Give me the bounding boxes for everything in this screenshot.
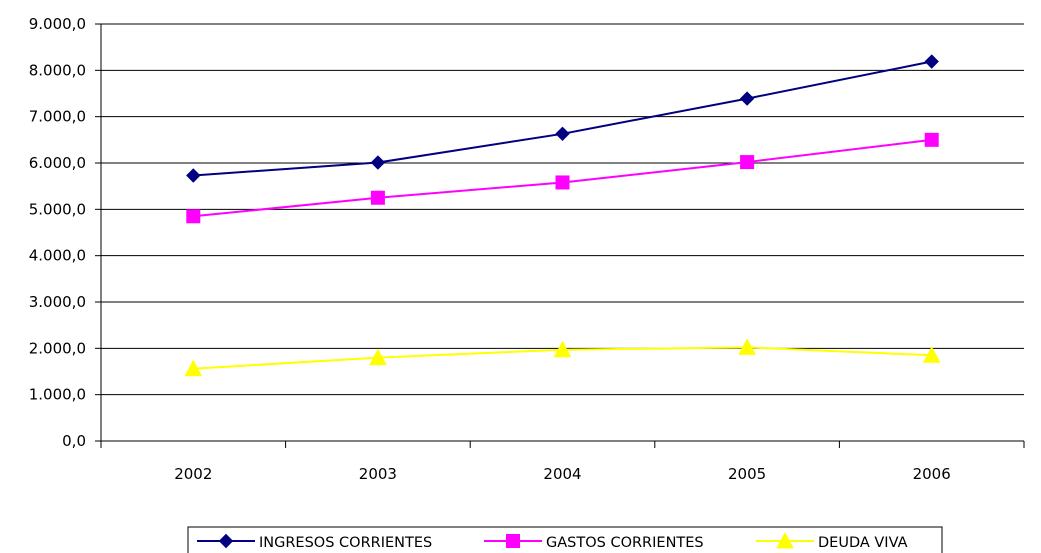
data-point <box>187 169 200 182</box>
data-point <box>741 92 754 105</box>
y-tick-label: 7.000,0 <box>29 108 86 126</box>
data-point <box>556 127 569 140</box>
y-tick-label: 4.000,0 <box>29 247 86 265</box>
y-tick-label: 1.000,0 <box>29 386 86 404</box>
data-point <box>741 156 754 169</box>
data-point <box>556 176 569 189</box>
y-tick-label: 0,0 <box>62 432 86 450</box>
gridlines <box>101 24 1024 395</box>
y-tick-label: 9.000,0 <box>29 15 86 33</box>
legend-label: DEUDA VIVA <box>818 535 908 551</box>
x-tick-label: 2003 <box>359 465 397 483</box>
y-tick-label: 3.000,0 <box>29 293 86 311</box>
x-tick-label: 2002 <box>174 465 212 483</box>
y-tick-label: 6.000,0 <box>29 154 86 172</box>
legend-marker <box>507 535 520 548</box>
legend-label: GASTOS CORRIENTES <box>546 535 704 551</box>
data-point <box>925 133 938 146</box>
y-axis-tick-labels: 0,0 1.000,0 2.000,0 3.000,0 4.000,0 5.000,0 6.… <box>29 15 86 450</box>
axes <box>95 24 1024 448</box>
y-tick-label: 8.000,0 <box>29 61 86 79</box>
x-tick-label: 2004 <box>543 465 581 483</box>
x-tick-label: 2005 <box>728 465 766 483</box>
series-line <box>193 62 931 176</box>
series-group <box>185 55 939 376</box>
data-point <box>187 210 200 223</box>
data-point <box>925 55 938 68</box>
x-axis-tick-labels: 2002 2003 2004 2005 2006 <box>174 465 951 483</box>
y-tick-label: 5.000,0 <box>29 200 86 218</box>
y-tick-label: 2.000,0 <box>29 339 86 357</box>
series-deuda-viva <box>185 339 939 375</box>
data-point <box>371 191 384 204</box>
x-tick-label: 2006 <box>913 465 951 483</box>
data-point <box>371 156 384 169</box>
legend-label: INGRESOS CORRIENTES <box>259 535 432 551</box>
legend: INGRESOS CORRIENTES GASTOS CORRIENTES DEUD… <box>188 527 942 553</box>
